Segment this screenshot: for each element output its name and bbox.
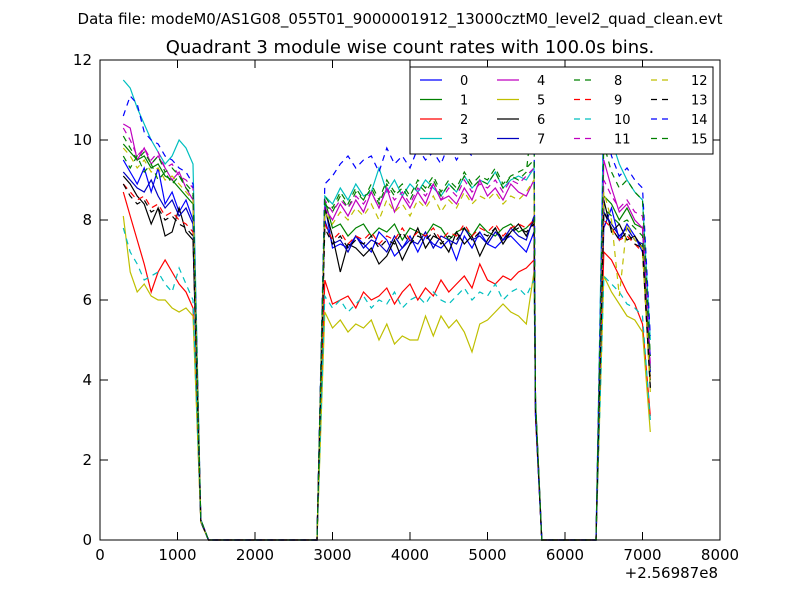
legend-label-8: 8 — [614, 74, 622, 89]
y-tick-label: 10 — [73, 131, 92, 149]
legend-label-3: 3 — [460, 133, 468, 148]
legend-label-10: 10 — [614, 113, 631, 128]
legend-box — [409, 66, 714, 155]
legend-label-9: 9 — [614, 94, 622, 109]
series-line-9 — [122, 183, 651, 541]
legend-label-1: 1 — [460, 94, 468, 109]
series-line-7 — [122, 171, 651, 541]
legend-label-14: 14 — [691, 113, 708, 128]
y-tick-label: 2 — [82, 451, 92, 469]
x-tick-label: 0 — [95, 546, 105, 564]
legend-label-15: 15 — [691, 133, 708, 148]
y-tick-label: 8 — [82, 211, 92, 229]
series-line-15 — [122, 135, 651, 541]
series-line-6 — [122, 175, 651, 541]
legend-label-11: 11 — [614, 133, 631, 148]
chart-title: Quadrant 3 module wise count rates with … — [166, 37, 655, 58]
y-tick-label: 4 — [82, 371, 92, 389]
legend-label-4: 4 — [537, 74, 545, 89]
series-line-2 — [122, 191, 651, 541]
legend-label-5: 5 — [537, 94, 545, 109]
x-tick-label: 1000 — [158, 546, 196, 564]
legend-label-6: 6 — [537, 113, 545, 128]
plot-lines — [122, 79, 651, 541]
series-line-1 — [122, 143, 651, 541]
x-tick-label: 3000 — [313, 546, 351, 564]
x-offset-label: +2.56987e8 — [625, 564, 718, 582]
y-tick-label: 12 — [73, 51, 92, 69]
series-line-0 — [122, 159, 651, 541]
x-tick-label: 2000 — [236, 546, 274, 564]
series-line-14 — [122, 94, 651, 541]
legend-label-7: 7 — [537, 133, 545, 148]
figure-suptitle: Data file: modeM0/AS1G08_055T01_90000019… — [78, 10, 723, 29]
x-tick-label: 8000 — [701, 546, 739, 564]
legend-label-13: 13 — [691, 94, 708, 109]
x-tick-label: 6000 — [546, 546, 584, 564]
legend-label-12: 12 — [691, 74, 708, 89]
x-tick-label: 5000 — [468, 546, 506, 564]
axis-ticks: 0 1000 2000 3000 4000 5000 6000 7000 80000246810… — [73, 51, 739, 564]
y-tick-label: 0 — [82, 531, 92, 549]
series-line-10 — [122, 227, 651, 541]
legend-label-2: 2 — [460, 113, 468, 128]
series-line-8 — [122, 103, 651, 541]
series-line-5 — [122, 215, 651, 541]
x-tick-label: 7000 — [623, 546, 661, 564]
legend-label-0: 0 — [460, 74, 468, 89]
x-tick-label: 4000 — [391, 546, 429, 564]
series-line-4 — [122, 123, 651, 541]
series-line-13 — [122, 183, 651, 541]
series-line-12 — [122, 147, 651, 541]
y-tick-label: 6 — [82, 291, 92, 309]
